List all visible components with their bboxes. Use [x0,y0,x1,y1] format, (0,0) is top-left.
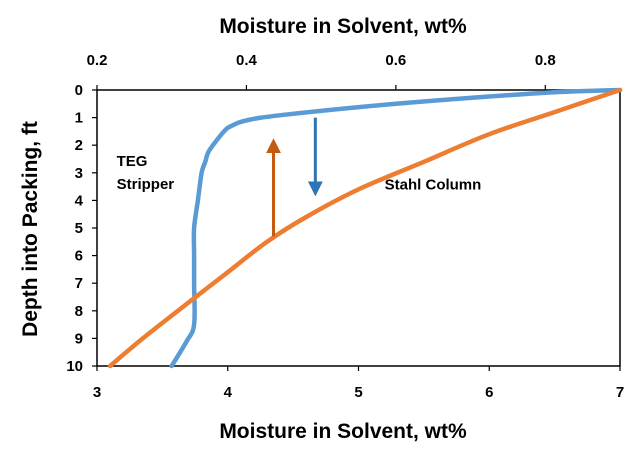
y-tick-label: 10 [66,358,83,375]
bottom-tick-label: 7 [616,384,624,401]
plot-area [96,89,621,367]
y-axis-title: Depth into Packing, ft [19,121,42,337]
series-layer [107,87,623,369]
y-tick-label: 9 [75,330,83,347]
top-tick-label: 0.2 [87,52,108,69]
y-tick-label: 4 [75,192,84,209]
series-label-0: TEG [117,153,148,170]
y-tick-label: 5 [75,220,83,237]
y-tick-label: 3 [75,165,83,182]
bottom-axis-title: Moisture in Solvent, wt% [219,420,467,443]
y-tick-label: 2 [75,137,83,154]
y-tick-label: 7 [75,275,83,292]
y-tick-label: 6 [75,248,83,265]
y-tick-label: 1 [75,110,83,127]
label-layer: TEG Stripper Stahl Column [117,153,482,193]
series-label-0: Stripper [117,176,175,193]
y-tick-label: 8 [75,303,83,320]
bottom-tick-label: 6 [485,384,493,401]
arrow-layer [266,117,323,237]
bottom-tick-label: 5 [354,384,362,401]
top-tick-label: 0.4 [236,52,258,69]
y-tick-label: 0 [75,82,83,99]
series-line-1 [107,87,623,369]
top-tick-label: 0.6 [385,52,406,69]
bottom-tick-label: 4 [224,384,233,401]
top-tick-label: 0.8 [535,52,556,69]
bottom-tick-label: 3 [93,384,101,401]
series-label-1: Stahl Column [385,176,482,193]
series-line-0 [169,87,623,369]
top-axis-title: Moisture in Solvent, wt% [219,15,467,38]
plot-frame [96,89,621,367]
tick-layer: 0 1 2 3 4 5 6 7 8 9 10 3 4 5 6 7 0.2 0.4 0.6 0.8 [66,52,624,401]
